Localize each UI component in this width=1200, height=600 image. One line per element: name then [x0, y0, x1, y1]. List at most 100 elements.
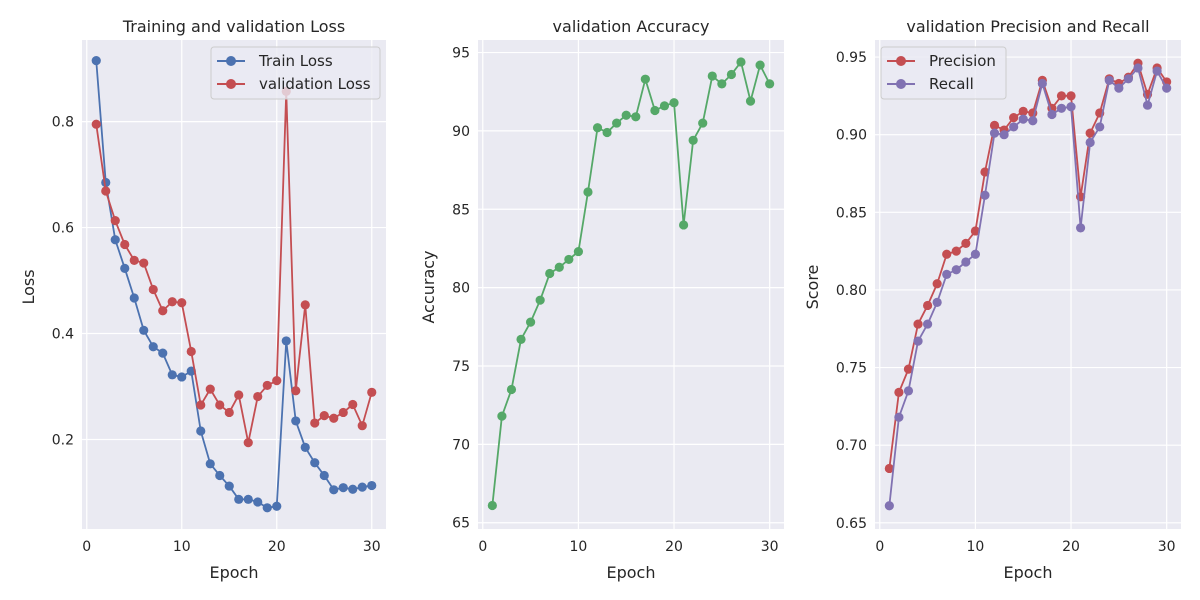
recall-point	[1047, 109, 1057, 120]
accuracy-tick-labels: 0 10 20 30 65 70 75 80 85 90 95	[452, 46, 778, 555]
train-loss-point	[310, 458, 320, 468]
accuracy-point	[688, 135, 698, 145]
recall-point	[1104, 75, 1114, 85]
validation-loss-point	[243, 438, 253, 448]
recall-point	[942, 269, 952, 280]
y-tick-label: 0.8	[52, 115, 74, 131]
x-tick-label: 20	[268, 539, 286, 555]
accuracy-point	[602, 127, 612, 138]
validation-loss-point	[262, 380, 272, 391]
accuracy-point	[516, 334, 526, 344]
legend-validation-loss-label: validation Loss	[259, 75, 371, 93]
validation-loss-point	[224, 407, 234, 418]
validation-loss-point	[253, 391, 263, 402]
precision-point	[1009, 113, 1019, 123]
accuracy-point	[640, 74, 650, 84]
precision-recall-legend: Precision Recall	[880, 46, 1007, 100]
train-loss-point	[120, 263, 130, 273]
validation-loss-point	[148, 284, 158, 295]
train-loss-point	[205, 459, 215, 469]
y-tick-label: 70	[452, 437, 470, 453]
recall-point	[1066, 102, 1076, 112]
accuracy-point	[535, 295, 545, 305]
accuracy-y-axis-label: Accuracy	[419, 250, 438, 323]
accuracy-point	[592, 123, 603, 133]
legend-entry-validation-loss: validation Loss	[217, 75, 371, 93]
validation-loss-point	[158, 306, 168, 316]
accuracy-point	[573, 246, 584, 257]
train-loss-point	[291, 416, 301, 426]
accuracy-chart-title: validation Accuracy	[553, 17, 710, 36]
validation-loss-point	[110, 216, 120, 226]
y-tick-label: 75	[452, 359, 470, 375]
train-loss-point	[367, 480, 377, 491]
y-tick-label: 65	[452, 516, 470, 532]
accuracy-gridlines	[478, 40, 784, 529]
accuracy-point	[669, 98, 679, 108]
train-loss-point	[110, 235, 120, 245]
validation-loss-point	[291, 386, 301, 396]
train-loss-point	[272, 501, 282, 511]
validation-loss-point	[129, 255, 139, 265]
legend-precision-marker	[896, 56, 906, 66]
train-loss-point	[234, 494, 244, 504]
train-loss-point	[196, 426, 206, 436]
legend-validation-loss-marker	[226, 79, 236, 89]
validation-loss-point	[367, 387, 377, 397]
y-tick-label: 0.2	[52, 432, 74, 448]
validation-loss-point	[338, 407, 348, 418]
precision-point	[932, 279, 942, 289]
validation-loss-point	[319, 411, 329, 421]
validation-loss-point	[120, 239, 130, 250]
precision-recall-chart-title: validation Precision and Recall	[906, 17, 1149, 36]
train-loss-point	[91, 56, 101, 66]
y-tick-label: 95	[452, 46, 470, 62]
loss-chart-title: Training and validation Loss	[122, 17, 345, 36]
accuracy-point	[612, 118, 622, 128]
x-tick-label: 20	[1062, 539, 1080, 555]
accuracy-point	[678, 220, 689, 230]
recall-point	[1009, 122, 1019, 132]
precision-recall-y-axis-label: Score	[803, 265, 822, 310]
recall-point	[1037, 78, 1047, 89]
x-tick-label: 0	[82, 539, 91, 555]
y-tick-label: 0.95	[836, 50, 867, 66]
train-loss-point	[177, 372, 187, 382]
accuracy-point	[487, 500, 497, 511]
accuracy-point	[659, 101, 670, 111]
precision-recall-tick-labels: 0 10 20 30 0.65 0.70 0.75 0.80 0.85 0.90 0.95	[836, 50, 1176, 555]
train-loss-point	[348, 484, 358, 494]
recall-point	[1095, 122, 1105, 132]
legend-precision-label: Precision	[929, 52, 996, 70]
precision-point	[970, 226, 981, 236]
legend-train-loss-label: Train Loss	[258, 52, 333, 70]
y-tick-label: 0.75	[836, 361, 867, 377]
accuracy-point	[765, 79, 775, 89]
recall-point	[970, 249, 981, 259]
accuracy-point	[583, 187, 593, 197]
legend-recall-marker	[896, 79, 906, 89]
train-loss-point	[281, 336, 291, 346]
precision-recall-series-layer	[884, 58, 1172, 511]
train-loss-point	[338, 483, 348, 493]
precision-point	[1056, 91, 1067, 101]
accuracy-plot-background	[478, 40, 784, 529]
recall-point	[1114, 83, 1124, 93]
legend-entry-precision: Precision	[887, 52, 996, 70]
x-tick-label: 30	[363, 539, 381, 555]
loss-legend: Train Loss validation Loss	[210, 46, 381, 100]
recall-point	[932, 297, 942, 307]
accuracy-x-axis-label: Epoch	[607, 563, 656, 582]
accuracy-point	[564, 254, 574, 265]
legend-train-loss-marker	[226, 56, 236, 66]
accuracy-point	[631, 112, 641, 122]
loss-series-layer	[91, 56, 377, 513]
panel-precision-recall: 0 10 20 30 0.65 0.70 0.75 0.80 0.85 0.90 0.95 vali…	[803, 17, 1181, 582]
precision-point	[884, 463, 894, 474]
recall-point	[999, 130, 1009, 140]
validation-loss-point	[196, 400, 206, 410]
accuracy-point	[554, 262, 564, 272]
recall-point	[1085, 137, 1095, 148]
train-loss-point	[357, 482, 367, 492]
